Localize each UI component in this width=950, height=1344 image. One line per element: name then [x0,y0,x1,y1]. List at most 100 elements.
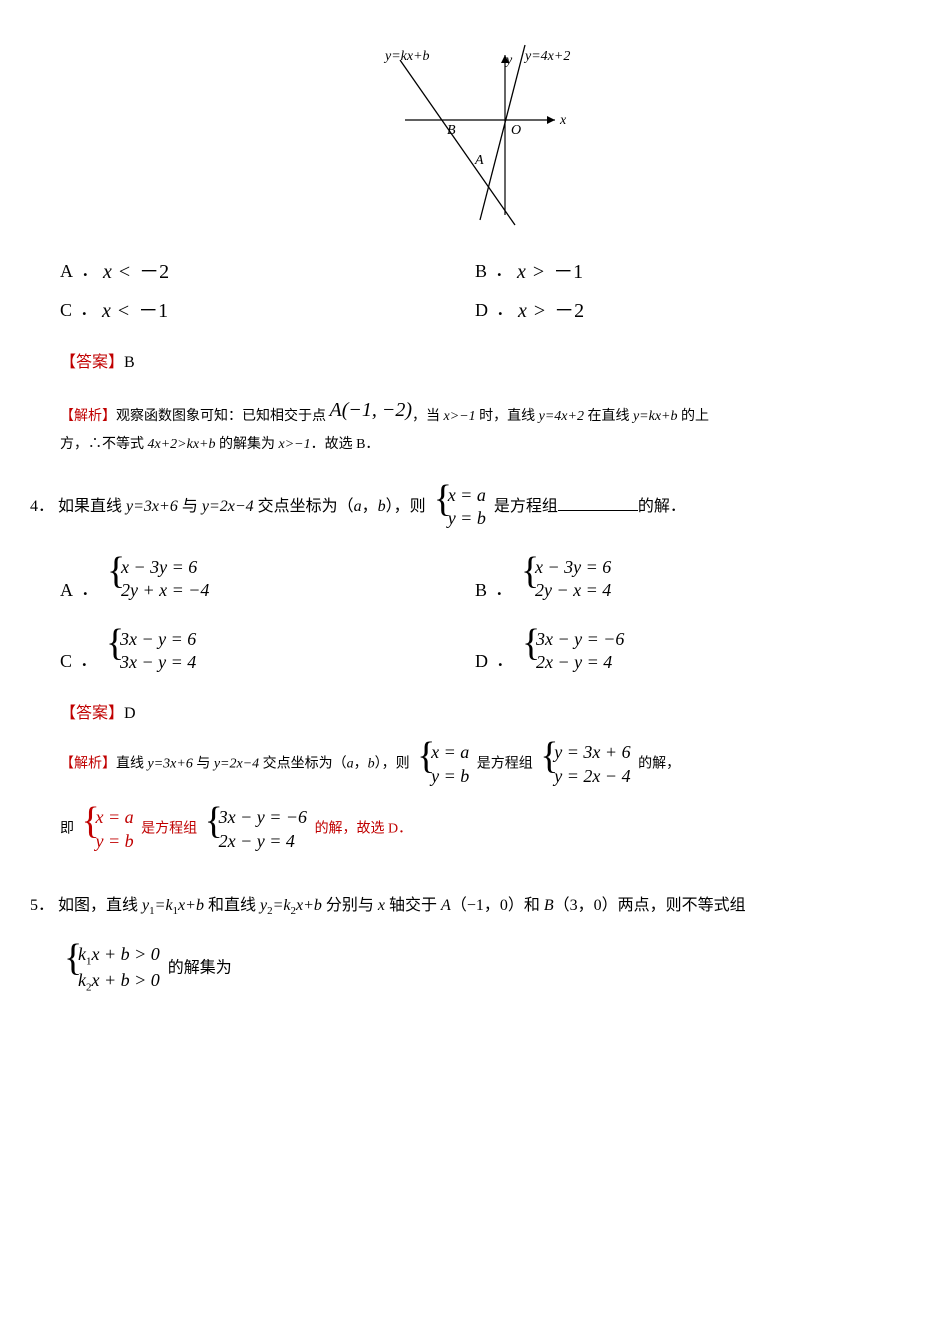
sys-line: x = a [448,484,486,507]
analysis-ineq: 4x+2>kx+b [148,437,216,452]
graph-point-b-label: B [447,123,456,138]
stem-var: a [354,498,362,515]
analysis-text: 的上 [678,409,710,424]
sys-line: 3x − y = 4 [120,651,196,674]
stem-text: （−1，0）和 [451,897,544,914]
q3-option-b: B ． x > －1 [475,255,890,284]
analysis-text: ，当 [412,409,444,424]
stem-point: A [441,897,451,914]
graph-origin-label: O [511,123,521,138]
analysis-text: 在直线 [584,409,633,424]
sys-line: y = b [96,830,134,853]
analysis-text: 是方程组 [141,822,197,837]
analysis-fn: y=4x+2 [539,409,584,424]
rhs: －2 [137,261,171,283]
sys-line: 3x − y = 6 [120,628,196,651]
sys-line: k1x + b > 0 [78,943,160,969]
q3-option-row-2: C． x < －1 D． x > －2 [60,294,890,323]
analysis-label: 【解析】 [60,757,116,772]
analysis-system: { x = a y = b [82,806,134,853]
q5-system: { k1x + b > 0 k2x + b > 0 [64,943,160,995]
graph-label-left-fn: y=kx+b [383,49,430,64]
sys-line: y = 2x − 4 [554,765,630,788]
q4-number: 4． [30,498,54,515]
graph-figure: y=kx+b y=4x+2 y x O B A [60,40,890,235]
stem-text: 轴交于 [385,897,441,914]
sys-line: 3x − y = −6 [536,628,624,651]
stem-text: 与 [178,498,202,515]
analysis-text: 时，直线 [476,409,539,424]
sys-line: x − 3y = 6 [535,556,611,579]
analysis-text: 直线 [116,757,148,772]
q4-option-c: C． { 3x − y = 6 3x − y = 4 [60,628,475,675]
stem-text: 和直线 [204,897,260,914]
var: x [102,300,111,322]
analysis-sol: x>−1 [278,437,310,452]
stem-text: 交点坐标为（ [254,498,354,515]
analysis-text: ， [354,757,368,772]
option-dot: ． [495,575,513,603]
q4-option-row-2: C． { 3x − y = 6 3x − y = 4 D ． { 3x − y =… [60,628,890,675]
sys-line: 3x − y = −6 [219,806,307,829]
rhs: －1 [551,261,585,283]
rel: > [531,261,546,283]
option-dot: ． [81,575,99,603]
var: x [518,300,527,322]
blank-underline [558,510,638,511]
q4-option-a: A． { x − 3y = 6 2y + x = −4 [60,556,475,603]
sys-line: x = a [431,741,469,764]
sys-line: 2x − y = 4 [536,651,624,674]
stem-var: x [378,897,385,914]
sys-line: k2x + b > 0 [78,969,160,995]
analysis-text: 即 [60,822,74,837]
option-dot: ． [80,646,98,674]
rhs: －1 [136,300,170,322]
stem-var: b [378,498,386,515]
q3-option-a: A． x < －2 [60,255,475,284]
q3-answer: 【答案】B [60,348,890,372]
rel: < [116,300,131,322]
q3-option-c: C． x < －1 [60,294,475,323]
stem-text: 的解集为 [168,960,232,977]
graph-label-right-fn: y=4x+2 [523,49,570,64]
q3-option-row-1: A． x < －2 B ． x > －1 [60,255,890,284]
page: y=kx+b y=4x+2 y x O B A A． x < －2 B． x >… [0,0,950,1344]
sys-line: 2y − x = 4 [535,579,611,602]
stem-fn: y=2x−4 [202,498,254,515]
option-expr: x < －1 [102,294,170,323]
analysis-point: A(−1, −2) [330,399,413,421]
option-letter: B [475,580,487,603]
var: x [517,261,526,283]
option-letter: D [475,651,488,674]
rel: < [117,261,132,283]
analysis-system: { 3x − y = −6 2x − y = 4 [205,806,307,853]
analysis-text: ），则 [375,757,410,772]
option-system: { 3x − y = −6 2x − y = 4 [522,628,624,675]
graph-x-axis-label: x [559,113,567,128]
analysis-text: ．故选 B． [311,437,380,452]
graph-svg: y=kx+b y=4x+2 y x O B A [355,40,595,230]
analysis-label: 【解析】 [60,409,116,424]
stem-text: 是方程组 [494,498,558,515]
option-system: { 3x − y = 6 3x − y = 4 [106,628,196,675]
option-letter: B [475,261,487,284]
graph-point-a-label: A [474,153,484,168]
rhs: －2 [552,300,586,322]
rel: > [532,300,547,322]
answer-value: D [124,705,136,722]
option-dot: ． [496,646,514,674]
stem-text: 如果直线 [58,498,126,515]
q4-option-b: B． { x − 3y = 6 2y − x = 4 [475,556,890,603]
q4-stem: 4．如果直线 y=3x+6 与 y=2x−4 交点坐标为（a，b），则 { x … [30,484,890,531]
analysis-text: 是方程组 [477,757,533,772]
var: x [103,261,112,283]
analysis-fn: y=2x−4 [214,757,259,772]
sys-line: 2y + x = −4 [121,579,209,602]
answer-label: 【答案】 [60,705,124,722]
option-dot: ． [496,295,514,323]
stem-fn: y2=k2x+b [260,897,322,914]
sys-line: x = a [96,806,134,829]
q4-option-d: D ． { 3x − y = −6 2x − y = 4 [475,628,890,675]
q4-answer: 【答案】D [60,699,890,723]
option-dot: ． [495,256,513,284]
